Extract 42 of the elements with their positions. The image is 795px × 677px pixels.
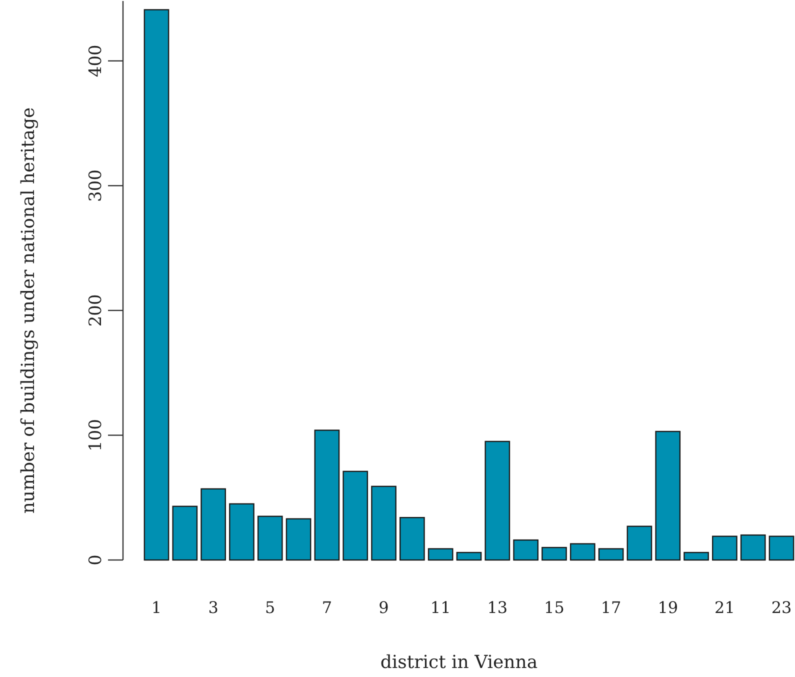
y-tick-label: 200 [86,294,106,327]
bar [570,543,596,561]
x-tick-label: 17 [600,598,622,617]
bar [513,539,538,561]
y-tick-label: 400 [86,44,106,78]
bar [144,9,170,561]
bar [200,488,226,561]
bar [428,548,454,561]
x-tick-label: 15 [544,598,564,617]
x-tick-label: 3 [208,598,218,617]
y-tick-label: 0 [86,554,106,566]
x-tick-label: 9 [378,598,389,617]
bar [342,470,368,561]
bar [484,440,510,561]
bar [400,516,425,561]
bar [740,534,766,561]
bar [542,546,567,561]
bar [286,518,312,561]
x-axis-title: district in Vienna [380,652,538,673]
bar [229,503,254,561]
bar [172,506,198,561]
x-tick-label: 21 [714,598,735,617]
bar [684,552,709,561]
x-tick-label: 5 [265,598,276,617]
x-tick-label: 19 [658,598,678,617]
y-tick-label: 100 [86,418,106,452]
bar [626,526,652,561]
bar [598,548,624,561]
bar [257,516,283,561]
bar [768,536,794,561]
bar [655,430,681,561]
x-tick-label: 11 [430,598,451,617]
x-tick-label: 13 [487,598,508,617]
bar [712,536,738,561]
y-axis-title: number of buildings under national heritage [18,107,39,514]
x-tick-label: 7 [322,598,332,617]
bar [314,430,340,561]
y-tick-label: 300 [86,169,106,202]
bar [371,486,396,561]
x-tick-label: 1 [151,598,162,617]
x-tick-label: 23 [771,598,792,617]
bar [456,552,482,561]
